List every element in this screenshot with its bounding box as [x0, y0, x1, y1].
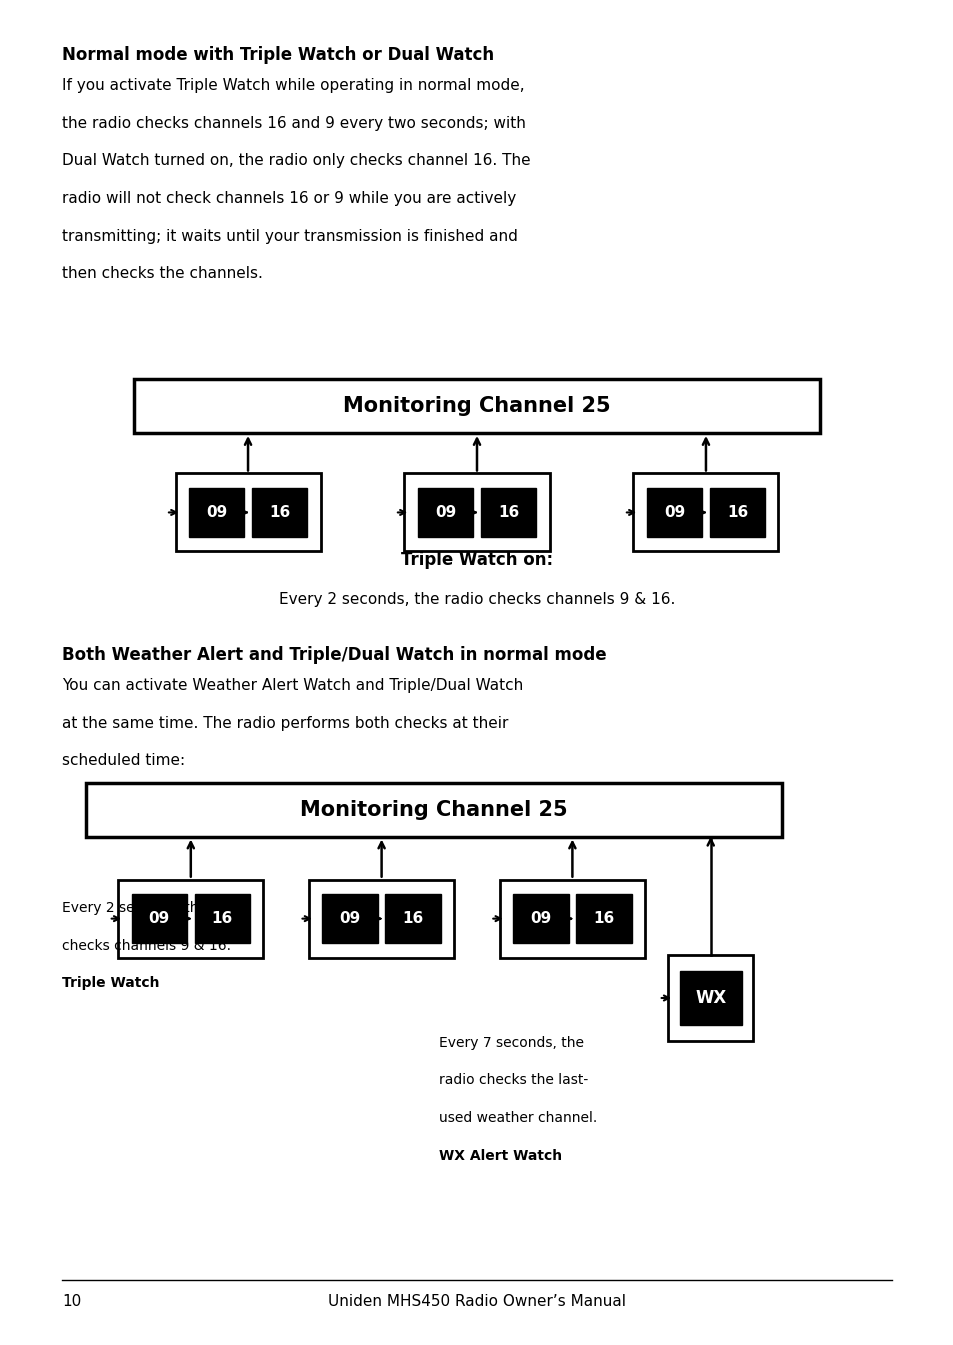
Text: Monitoring Channel 25: Monitoring Channel 25	[300, 800, 567, 819]
FancyBboxPatch shape	[132, 894, 187, 943]
Text: 16: 16	[497, 504, 518, 521]
Text: Normal mode with Triple Watch or Dual Watch: Normal mode with Triple Watch or Dual Wa…	[62, 46, 494, 63]
Text: used weather channel.: used weather channel.	[438, 1111, 597, 1124]
Text: 09: 09	[530, 911, 551, 927]
Text: 16: 16	[593, 911, 614, 927]
Text: checks channels 9 & 16.: checks channels 9 & 16.	[62, 939, 231, 952]
Text: Every 2 seconds, the radio checks channels 9 & 16.: Every 2 seconds, the radio checks channe…	[278, 592, 675, 607]
FancyBboxPatch shape	[480, 488, 536, 537]
Text: Triple Watch: Triple Watch	[62, 976, 159, 990]
FancyBboxPatch shape	[322, 894, 377, 943]
Text: 16: 16	[269, 504, 290, 521]
Text: 09: 09	[435, 504, 456, 521]
FancyBboxPatch shape	[189, 488, 244, 537]
Text: Both Weather Alert and Triple/Dual Watch in normal mode: Both Weather Alert and Triple/Dual Watch…	[62, 646, 606, 663]
FancyBboxPatch shape	[175, 473, 320, 551]
FancyBboxPatch shape	[194, 894, 250, 943]
Text: at the same time. The radio performs both checks at their: at the same time. The radio performs bot…	[62, 716, 508, 730]
Text: Uniden MHS450 Radio Owner’s Manual: Uniden MHS450 Radio Owner’s Manual	[328, 1294, 625, 1309]
FancyBboxPatch shape	[118, 880, 263, 958]
Text: the radio checks channels 16 and 9 every two seconds; with: the radio checks channels 16 and 9 every…	[62, 116, 525, 130]
Text: 09: 09	[339, 911, 360, 927]
Text: radio will not check channels 16 or 9 while you are actively: radio will not check channels 16 or 9 wh…	[62, 191, 516, 206]
FancyBboxPatch shape	[646, 488, 701, 537]
Text: 09: 09	[149, 911, 170, 927]
Text: 10: 10	[62, 1294, 81, 1309]
Text: transmitting; it waits until your transmission is finished and: transmitting; it waits until your transm…	[62, 229, 517, 243]
FancyBboxPatch shape	[86, 783, 781, 837]
Text: Every 7 seconds, the: Every 7 seconds, the	[438, 1036, 583, 1049]
FancyBboxPatch shape	[709, 488, 764, 537]
Text: scheduled time:: scheduled time:	[62, 753, 185, 768]
FancyBboxPatch shape	[417, 488, 473, 537]
Text: WX Alert Watch: WX Alert Watch	[438, 1149, 561, 1162]
Text: 16: 16	[212, 911, 233, 927]
FancyBboxPatch shape	[133, 379, 820, 433]
FancyBboxPatch shape	[499, 880, 644, 958]
Text: You can activate Weather Alert Watch and Triple/Dual Watch: You can activate Weather Alert Watch and…	[62, 678, 522, 693]
FancyBboxPatch shape	[404, 473, 549, 551]
Text: Triple Watch on:: Triple Watch on:	[400, 551, 553, 569]
Text: Monitoring Channel 25: Monitoring Channel 25	[343, 397, 610, 416]
Text: WX: WX	[695, 989, 725, 1007]
Text: Every 2 seconds, the radio: Every 2 seconds, the radio	[62, 901, 247, 915]
Text: If you activate Triple Watch while operating in normal mode,: If you activate Triple Watch while opera…	[62, 78, 524, 93]
Text: Dual Watch turned on, the radio only checks channel 16. The: Dual Watch turned on, the radio only che…	[62, 153, 530, 168]
FancyBboxPatch shape	[309, 880, 454, 958]
FancyBboxPatch shape	[385, 894, 440, 943]
Text: 09: 09	[663, 504, 684, 521]
FancyBboxPatch shape	[633, 473, 778, 551]
FancyBboxPatch shape	[513, 894, 568, 943]
FancyBboxPatch shape	[252, 488, 307, 537]
Text: 16: 16	[402, 911, 423, 927]
Text: then checks the channels.: then checks the channels.	[62, 266, 263, 281]
FancyBboxPatch shape	[576, 894, 631, 943]
FancyBboxPatch shape	[667, 955, 752, 1041]
FancyBboxPatch shape	[679, 971, 741, 1025]
Text: radio checks the last-: radio checks the last-	[438, 1073, 587, 1087]
Text: 16: 16	[726, 504, 747, 521]
Text: 09: 09	[206, 504, 227, 521]
